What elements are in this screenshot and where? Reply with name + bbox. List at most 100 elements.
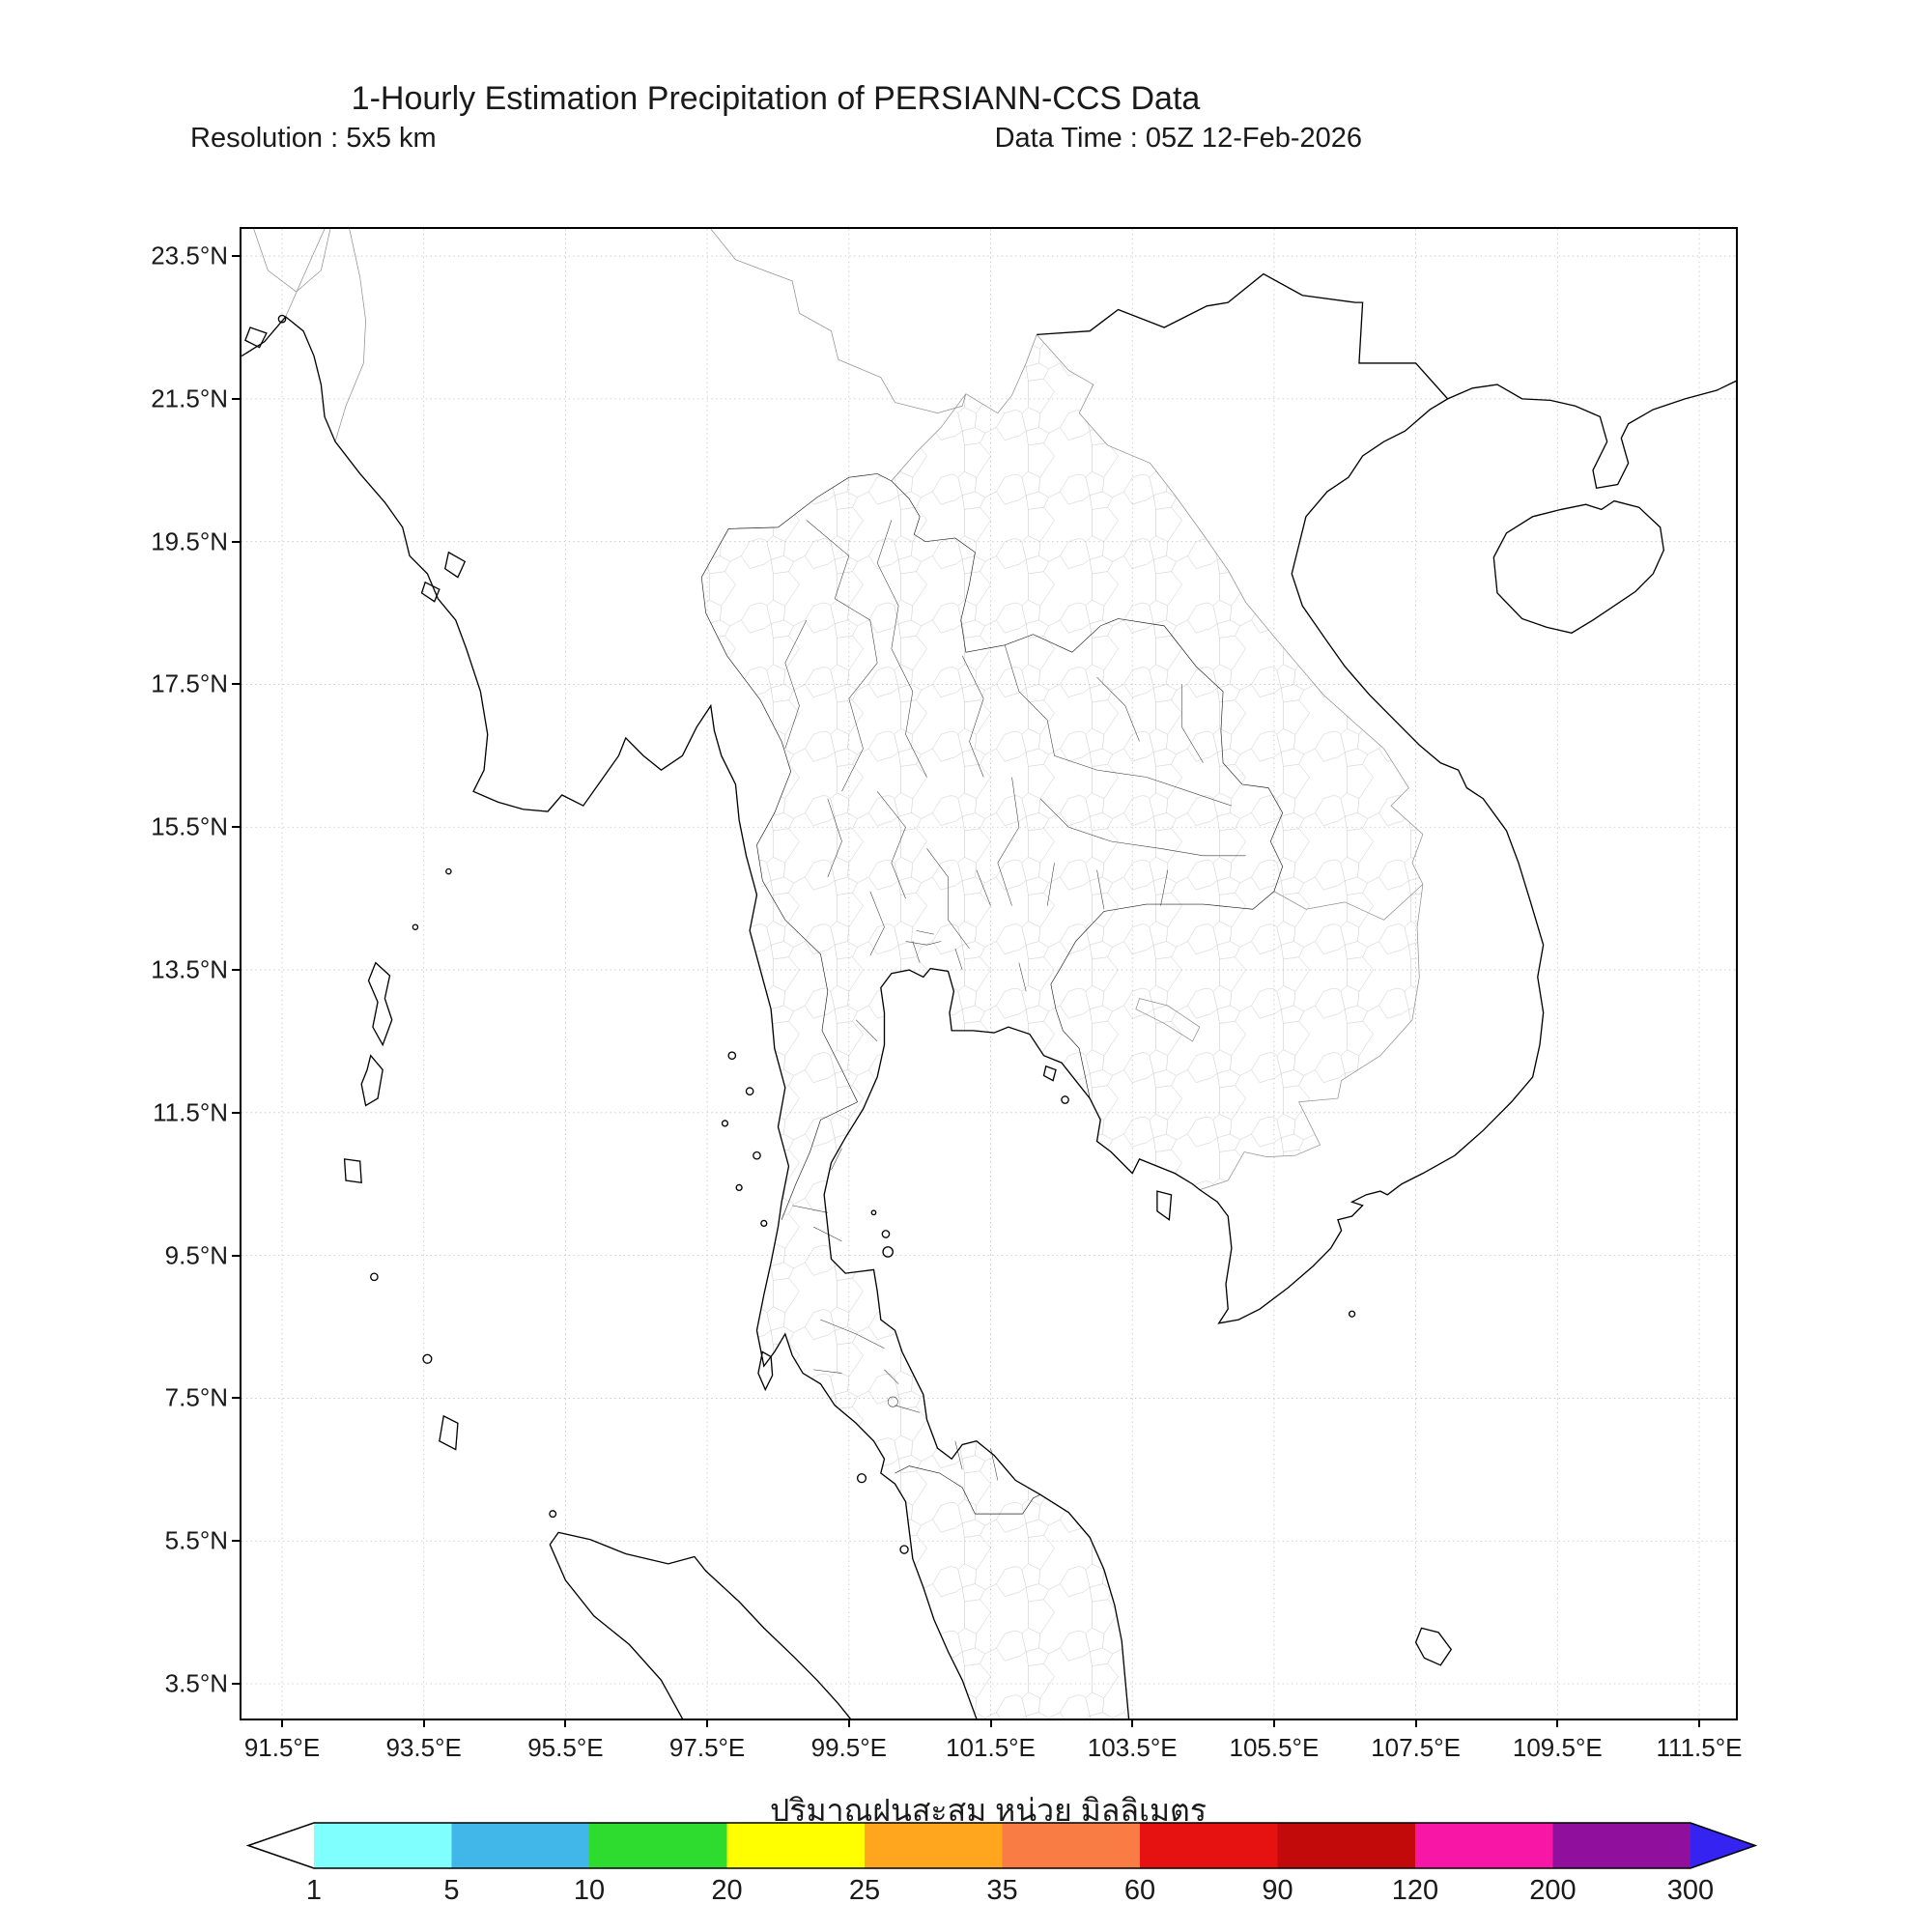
precip-blob — [875, 1167, 883, 1173]
precip-blob — [1590, 1499, 1617, 1518]
precip-blob — [387, 1157, 410, 1175]
precip-blob — [1663, 1346, 1679, 1357]
x-tick-label: 95.5°E — [527, 1733, 604, 1762]
precip-blob — [1497, 1630, 1512, 1638]
precip-blob — [392, 1160, 401, 1167]
precip-blob — [1711, 1226, 1723, 1235]
thailand-province-borders — [784, 520, 1246, 1481]
precip-blob — [1652, 1680, 1659, 1685]
x-tick-mark — [1556, 1719, 1559, 1727]
precip-blob — [947, 1154, 971, 1172]
x-tick-mark — [1131, 1719, 1134, 1727]
y-tick-label: 17.5°N — [151, 668, 228, 698]
precip-blob — [381, 1076, 417, 1108]
precip-blob — [723, 1683, 728, 1687]
precip-blob — [1597, 1506, 1608, 1513]
y-tick-mark — [232, 683, 241, 686]
colorbar-boundary-label: 10 — [573, 1875, 606, 1906]
precip-blob — [1594, 1504, 1611, 1516]
precip-blob — [1345, 1503, 1351, 1508]
y-tick-label: 19.5°N — [151, 526, 228, 556]
precip-blob — [872, 1164, 886, 1176]
x-tick-mark — [422, 1719, 425, 1727]
colorbar-boundary-label: 1 — [305, 1875, 323, 1906]
precip-blob — [353, 1489, 359, 1494]
precip-blob — [721, 1692, 751, 1712]
y-tick-mark — [232, 1254, 241, 1257]
precip-blob — [263, 570, 272, 577]
precip-blob — [1609, 1365, 1627, 1375]
colorbar-boundary-label: 200 — [1529, 1875, 1577, 1906]
x-axis-label-thai: ปริมาณฝนสะสม หน่วย มิลลิเมตร — [770, 1793, 1207, 1828]
precip-blob — [469, 389, 488, 402]
x-tick-mark — [281, 1719, 283, 1727]
y-tick-label: 21.5°N — [151, 384, 228, 413]
precip-blob — [1706, 1708, 1720, 1717]
coastline — [242, 272, 1736, 1719]
precip-blob — [384, 1559, 393, 1565]
precip-blob — [405, 1456, 414, 1463]
precip-blob — [466, 1167, 481, 1179]
x-tick-label: 111.5°E — [1656, 1733, 1743, 1762]
precip-blob — [1671, 1529, 1686, 1539]
precip-blob — [877, 1156, 942, 1201]
precip-blob — [1644, 1321, 1662, 1333]
y-tick-mark — [232, 397, 241, 400]
precip-blob — [459, 1163, 487, 1183]
y-tick-label: 15.5°N — [151, 811, 228, 841]
precip-blob — [941, 1184, 983, 1213]
y-tick-mark — [232, 826, 241, 829]
precip-blob — [1638, 1483, 1659, 1499]
precip-blob — [496, 1173, 500, 1177]
resolution-label: Resolution : 5x5 km — [190, 123, 437, 154]
precip-blob — [568, 1156, 577, 1162]
precip-blob — [1657, 1394, 1671, 1403]
x-tick-label: 107.5°E — [1371, 1733, 1461, 1762]
precip-blob — [424, 1428, 441, 1439]
precip-blob — [466, 1210, 502, 1236]
y-tick-mark — [232, 255, 241, 257]
colorbar-boundary-label: 25 — [848, 1875, 881, 1906]
page-title: 1-Hourly Estimation Precipitation of PER… — [351, 80, 1201, 117]
precip-blob — [568, 1228, 575, 1234]
x-tick-label: 91.5°E — [243, 1733, 321, 1762]
precip-blob — [867, 1159, 895, 1183]
precip-blob — [373, 1403, 418, 1436]
precip-blob — [1643, 1281, 1669, 1302]
precip-blob — [1404, 1638, 1413, 1645]
precip-blob — [297, 1374, 313, 1388]
precip-blob — [1478, 1612, 1488, 1619]
precip-blob — [273, 1311, 323, 1336]
colorbar-boundary-label: 35 — [986, 1875, 1018, 1906]
precip-blob — [472, 1204, 482, 1210]
precip-blob — [927, 1015, 942, 1025]
x-tick-label: 101.5°E — [946, 1733, 1036, 1762]
precip-blob — [919, 1235, 924, 1238]
y-tick-mark — [232, 1397, 241, 1400]
x-tick-label: 103.5°E — [1087, 1733, 1178, 1762]
precip-blob — [1251, 1687, 1290, 1717]
district-mesh — [701, 334, 1423, 1719]
y-tick-label: 23.5°N — [151, 241, 228, 270]
precip-blob — [1453, 1582, 1470, 1592]
precip-blob — [1674, 1531, 1683, 1537]
y-tick-mark — [232, 540, 241, 543]
precip-blob — [1600, 1509, 1603, 1511]
precip-blob — [1215, 1644, 1255, 1674]
x-tick-mark — [1698, 1719, 1700, 1727]
precip-blob — [337, 1173, 344, 1179]
colorbar-boundary-label: 120 — [1391, 1875, 1439, 1906]
x-tick-label: 99.5°E — [810, 1733, 887, 1762]
precip-blob — [563, 1225, 579, 1236]
precip-blob — [1675, 1374, 1695, 1386]
precip-blob — [473, 1211, 488, 1221]
y-tick-label: 7.5°N — [164, 1382, 228, 1412]
precip-blob — [944, 1055, 988, 1114]
precip-blob — [1040, 1067, 1047, 1073]
precip-blob — [918, 1232, 929, 1239]
precip-blob — [1433, 1535, 1470, 1561]
precip-blob — [1580, 1596, 1655, 1635]
precip-blob — [1536, 1690, 1550, 1699]
thailand-country-border — [700, 473, 1284, 1515]
